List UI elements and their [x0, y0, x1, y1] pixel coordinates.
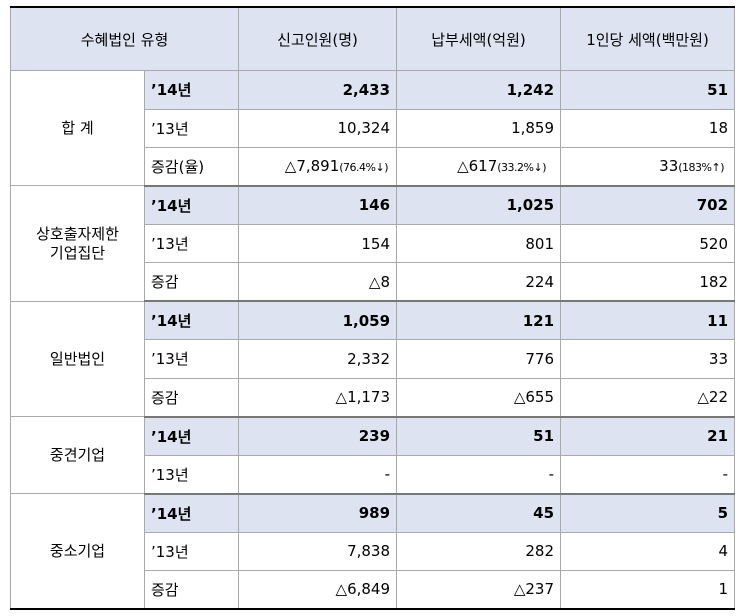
- table-row: 합 계 ’14년 2,433 1,242 51: [10, 70, 736, 187]
- tax-cell: 45: [396, 493, 562, 533]
- filers-cell: △1,173: [238, 377, 398, 418]
- header-per-person: 1인당 세액(백만원): [560, 6, 736, 72]
- header-tax: 납부세액(억원): [396, 6, 562, 72]
- table-row: 중견기업 ’14년 239 51 21: [10, 416, 736, 495]
- group-sme-label: 중소기업: [10, 493, 145, 610]
- row-label: ’13년: [143, 339, 240, 379]
- row-label: ’14년: [143, 185, 240, 225]
- table-row: ’13년 - - -: [11, 454, 736, 495]
- row-label: 증감(율): [143, 146, 240, 187]
- filers-cell: 146: [238, 185, 398, 225]
- tax-cell: △237: [396, 569, 562, 610]
- per-person-value: 33: [659, 157, 679, 176]
- filers-cell: △8: [238, 262, 398, 303]
- row-label: ’13년: [143, 108, 240, 148]
- table-row: ’13년 154 801 520: [11, 223, 736, 264]
- per-person-cell: 702: [560, 185, 736, 225]
- row-label: ’14년: [143, 70, 240, 110]
- tax-cell: △617(33.2%↓): [396, 146, 562, 187]
- per-person-cell: △22: [560, 377, 736, 418]
- row-label: ’14년: [143, 300, 240, 341]
- per-person-cell: 18: [560, 108, 736, 148]
- table-row: ’13년 2,332 776 33: [11, 339, 736, 379]
- filers-cell: 154: [238, 223, 398, 264]
- row-label: 증감: [143, 569, 240, 610]
- group-name-line1: 상호출자제한: [36, 224, 119, 243]
- table-row: 증감 △8 224 182: [11, 262, 736, 303]
- table-row: 증감 △1,173 △655 △22: [11, 377, 736, 418]
- row-label: ’13년: [143, 454, 240, 495]
- table-row: ’13년 10,324 1,859 18: [11, 108, 736, 148]
- filers-cell: 989: [238, 493, 398, 533]
- tax-cell: 776: [396, 339, 562, 379]
- tax-cell: 1,859: [396, 108, 562, 148]
- filers-cell: 239: [238, 416, 398, 456]
- row-label: ’13년: [143, 223, 240, 264]
- header-filers: 신고인원(명): [238, 6, 398, 72]
- row-label: 증감: [143, 377, 240, 418]
- filers-cell: 2,332: [238, 339, 398, 379]
- table-row: ’13년 7,838 282 4: [11, 531, 736, 571]
- row-label: ’14년: [143, 493, 240, 533]
- per-person-rate: (183%↑): [678, 161, 725, 175]
- filers-cell: 1,059: [238, 300, 398, 341]
- filers-cell: -: [238, 454, 398, 495]
- tax-cell: 282: [396, 531, 562, 571]
- table-row: 일반법인 ’14년 1,059 121 11: [10, 300, 736, 418]
- row-label: ’14년: [143, 416, 240, 456]
- group-general-label: 일반법인: [10, 300, 145, 418]
- per-person-cell: 5: [560, 493, 736, 533]
- table-row: 증감 △6,849 △237 1: [11, 569, 736, 610]
- tax-cell: 801: [396, 223, 562, 264]
- per-person-cell: 33(183%↑): [560, 146, 736, 187]
- filers-cell: 7,838: [238, 531, 398, 571]
- tax-cell: 1,025: [396, 185, 562, 225]
- group-midsize-label: 중견기업: [10, 416, 145, 495]
- tax-rate: (33.2%↓): [497, 161, 547, 175]
- per-person-cell: 11: [560, 300, 736, 341]
- filers-cell: △7,891(76.4%↓): [238, 146, 398, 187]
- table-header-row: 수혜법인 유형 신고인원(명) 납부세액(억원) 1인당 세액(백만원): [9, 6, 736, 72]
- tax-cell: 51: [396, 416, 562, 456]
- tax-cell: 121: [396, 300, 562, 341]
- header-type: 수혜법인 유형: [9, 6, 240, 72]
- filers-value: △7,891: [284, 157, 340, 176]
- per-person-cell: 520: [560, 223, 736, 264]
- per-person-cell: 33: [560, 339, 736, 379]
- tax-cell: 224: [396, 262, 562, 303]
- tax-cell: -: [396, 454, 562, 495]
- per-person-cell: 51: [560, 70, 736, 110]
- row-label: ’13년: [143, 531, 240, 571]
- group-total-label: 합 계: [10, 70, 145, 187]
- filers-cell: 10,324: [238, 108, 398, 148]
- tax-cell: 1,242: [396, 70, 562, 110]
- tax-statistics-table: 수혜법인 유형 신고인원(명) 납부세액(억원) 1인당 세액(백만원) 합 계…: [9, 6, 736, 610]
- tax-value: △617: [457, 157, 498, 176]
- table-row: 증감(율) △7,891(76.4%↓) △617(33.2%↓) 33(183…: [11, 146, 736, 187]
- per-person-cell: 182: [560, 262, 736, 303]
- filers-rate: (76.4%↓): [339, 161, 389, 175]
- tax-cell: △655: [396, 377, 562, 418]
- table-row: 중소기업 ’14년 989 45 5: [10, 493, 736, 610]
- per-person-cell: -: [560, 454, 736, 495]
- filers-cell: △6,849: [238, 569, 398, 610]
- per-person-cell: 4: [560, 531, 736, 571]
- per-person-cell: 1: [560, 569, 736, 610]
- per-person-cell: 21: [560, 416, 736, 456]
- table-row: 상호출자제한 기업집단 ’14년 146 1,025 702: [10, 185, 736, 302]
- filers-cell: 2,433: [238, 70, 398, 110]
- group-conglomerate-label: 상호출자제한 기업집단: [10, 185, 145, 302]
- group-name-line2: 기업집단: [49, 243, 106, 262]
- row-label: 증감: [143, 262, 240, 303]
